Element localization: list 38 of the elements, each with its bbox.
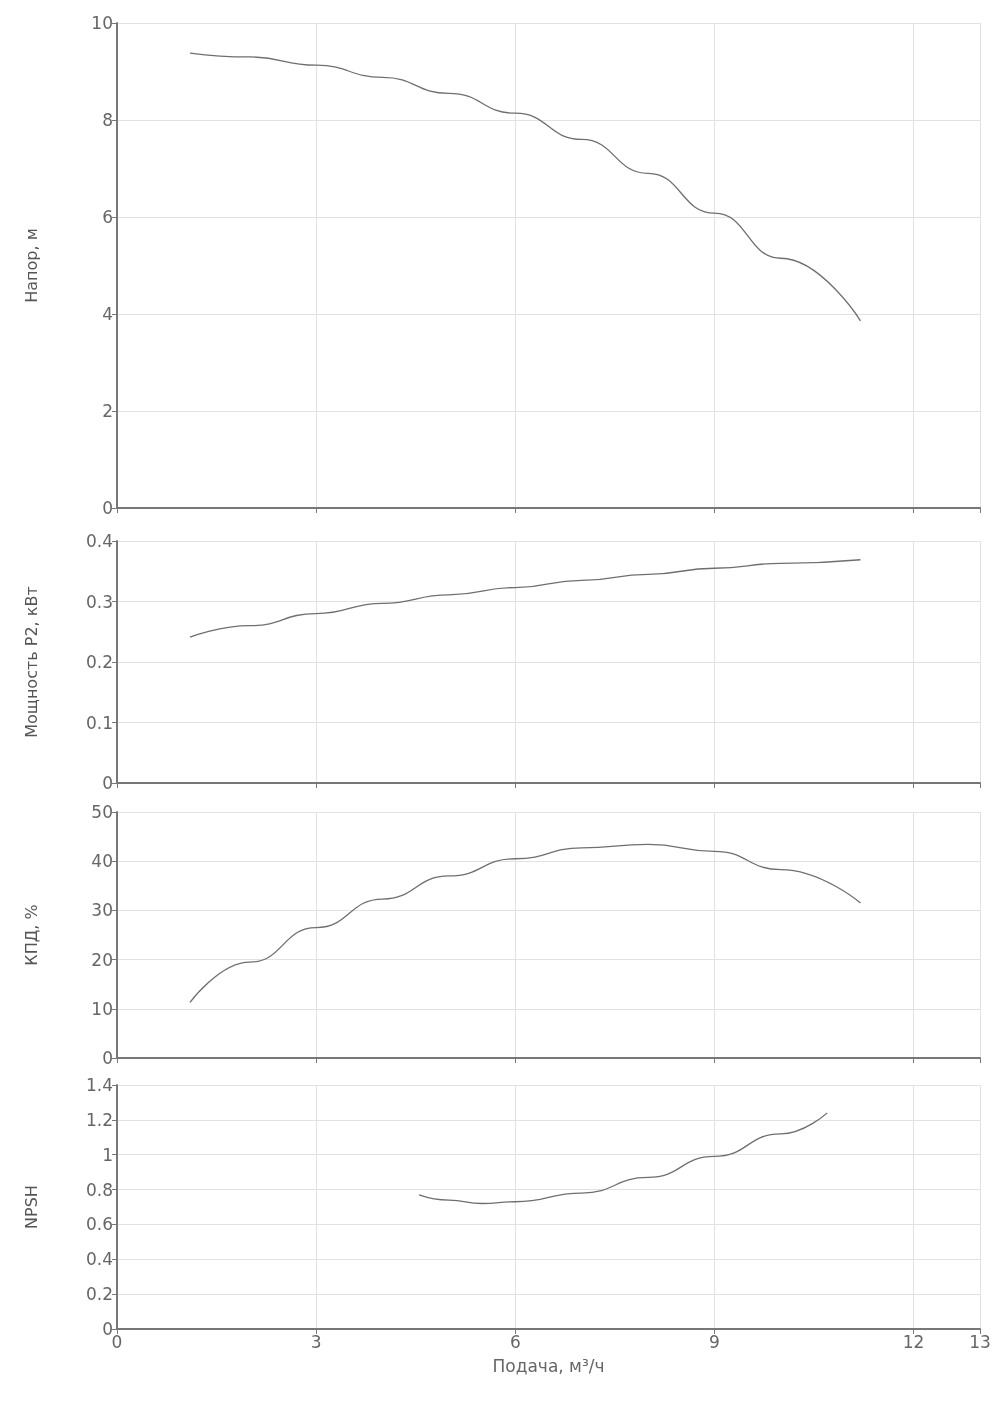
y-tick-label: 1 bbox=[102, 1144, 113, 1165]
y-tick-label: 0.1 bbox=[85, 712, 113, 733]
y-tick-label: 30 bbox=[91, 900, 113, 921]
x-tick-label: 12 bbox=[902, 1331, 925, 1352]
y-axis-title: Напор, м bbox=[21, 228, 41, 303]
line-series bbox=[189, 843, 862, 1004]
x-tick-label: 3 bbox=[310, 1331, 322, 1352]
y-tick-label: 8 bbox=[102, 110, 113, 130]
y-tick-label: 0.4 bbox=[85, 531, 113, 551]
line-series bbox=[189, 559, 862, 638]
y-tick-label: 1.4 bbox=[85, 1075, 113, 1095]
y-tick-label: 0.4 bbox=[85, 1249, 113, 1270]
y-tick-label: 0.2 bbox=[85, 652, 113, 672]
y-tick-label: 10 bbox=[91, 13, 113, 33]
y-tick-label: 6 bbox=[102, 207, 113, 227]
y-tick-label: 0.3 bbox=[85, 591, 113, 612]
y-tick-label: 4 bbox=[102, 304, 113, 324]
y-tick-label: 2 bbox=[102, 401, 113, 421]
y-tick-label: 0 bbox=[102, 1048, 113, 1068]
line-series bbox=[189, 52, 862, 322]
y-axis-title: NPSH bbox=[21, 1185, 41, 1229]
y-tick-label: 1.2 bbox=[85, 1109, 113, 1130]
line-series bbox=[418, 1112, 828, 1205]
x-tick-label: 13 bbox=[969, 1331, 991, 1352]
y-tick-label: 0 bbox=[102, 498, 113, 518]
y-tick-label: 0 bbox=[102, 773, 113, 793]
y-tick-label: 10 bbox=[91, 998, 113, 1019]
x-tick-label: 9 bbox=[709, 1331, 720, 1352]
y-axis-title: Мощность P2, кВт bbox=[21, 586, 41, 738]
x-axis-title: Подача, м³/ч bbox=[492, 1355, 605, 1376]
y-tick-label: 20 bbox=[91, 949, 113, 970]
y-tick-label: 40 bbox=[91, 851, 113, 872]
y-tick-label: 50 bbox=[91, 802, 113, 822]
y-tick-label: 0.2 bbox=[85, 1284, 113, 1305]
y-tick-label: 0.8 bbox=[85, 1179, 113, 1200]
y-axis-title: КПД, % bbox=[21, 904, 41, 966]
x-tick-label: 6 bbox=[509, 1331, 521, 1352]
y-tick-label: 0.6 bbox=[85, 1214, 113, 1235]
